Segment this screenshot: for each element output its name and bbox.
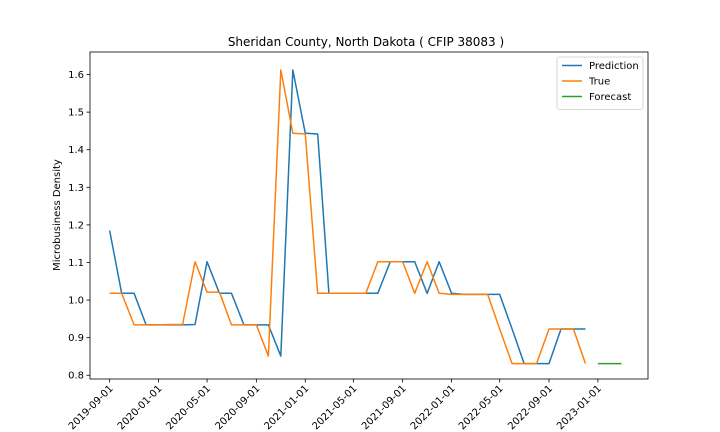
y-tick-label: 0.8 [68,371,84,382]
legend-label-true: True [588,77,610,88]
chart-title: Sheridan County, North Dakota ( CFIP 380… [228,35,504,49]
y-tick-label: 1.6 [68,70,84,81]
y-tick-label: 0.9 [68,333,84,344]
legend-label-forecast: Forecast [589,92,631,103]
y-tick-label: 1.3 [68,183,84,194]
plot-frame [89,51,649,380]
y-tick-label: 1.4 [68,145,84,156]
series-layer [108,69,622,365]
legend: Prediction True Forecast [556,56,644,110]
y-tick-label: 1.0 [68,296,84,307]
y-axis-label: Microbusiness Density [52,159,63,271]
y-tick-label: 1.2 [68,220,84,231]
y-tick-label: 1.1 [68,258,84,269]
legend-label-prediction: Prediction [589,61,639,72]
series-line-true [109,69,587,365]
y-tick-label: 1.5 [68,108,84,119]
